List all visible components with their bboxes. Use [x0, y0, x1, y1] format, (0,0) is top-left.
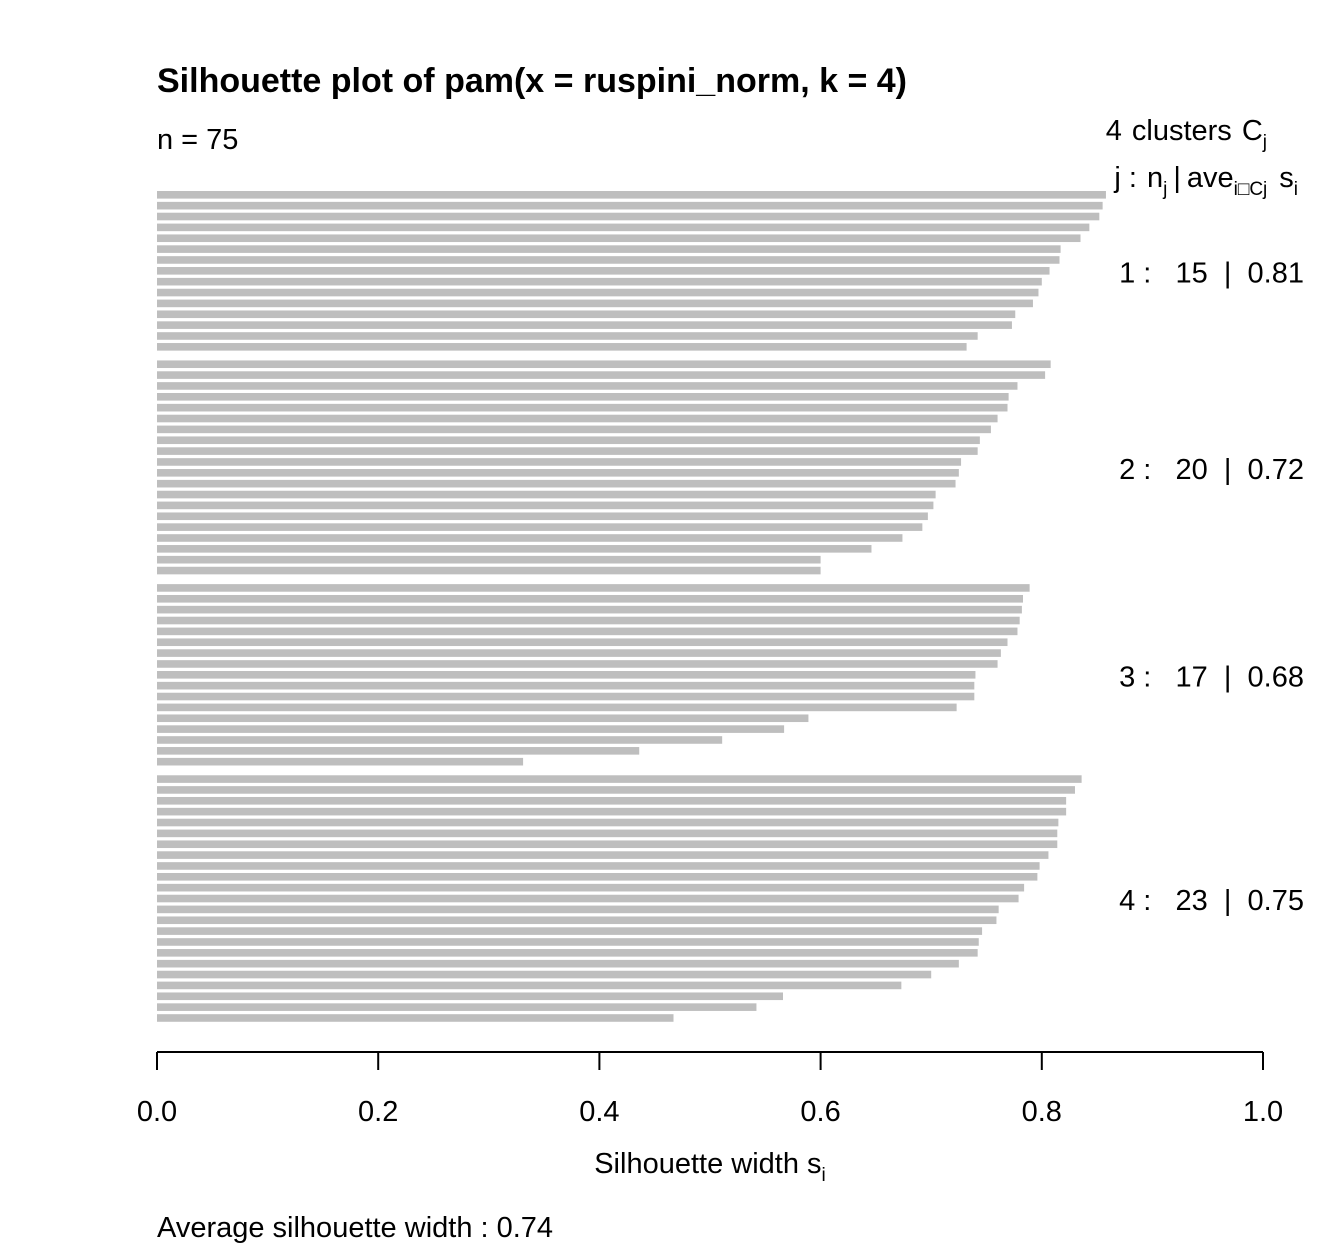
silhouette-bar-c1-4 [157, 223, 1090, 232]
silhouette-bar-c2-2 [157, 371, 1046, 379]
silhouette-bar-c2-14 [157, 501, 934, 510]
silhouette-bar-c4-16 [157, 938, 979, 946]
silhouette-bar-c4-1 [157, 775, 1082, 783]
silhouette-bar-c3-3 [157, 605, 1022, 614]
silhouette-bar-c4-22 [157, 1003, 757, 1011]
silhouette-bar-c3-13 [157, 714, 809, 723]
average-silhouette-label: Average silhouette width : 0.74 [157, 1212, 553, 1244]
silhouette-bar-c4-10 [157, 873, 1038, 881]
n-label: n = 75 [157, 124, 238, 156]
silhouette-bar-c4-12 [157, 894, 1019, 903]
cluster-labels-group: 1 : 15 | 0.81 2 : 20 | 0.72 3 : 17 | 0.68 4… [1119, 257, 1304, 917]
silhouette-bar-c1-1 [157, 191, 1106, 199]
silhouette-bar-c4-2 [157, 786, 1075, 794]
silhouette-bar-c1-10 [157, 288, 1039, 297]
silhouette-bar-c1-9 [157, 277, 1042, 286]
silhouette-bar-c3-7 [157, 649, 1001, 657]
silhouette-bar-c2-13 [157, 490, 936, 499]
silhouette-bar-c1-5 [157, 234, 1081, 243]
silhouette-bar-c3-12 [157, 703, 957, 712]
silhouette-bar-c2-19 [157, 555, 821, 564]
bars-group [157, 191, 1106, 1022]
silhouette-bar-c2-11 [157, 469, 959, 477]
silhouette-bar-c1-15 [157, 343, 967, 351]
silhouette-bar-c1-8 [157, 267, 1050, 275]
silhouette-bar-c1-13 [157, 321, 1012, 329]
silhouette-bar-c3-15 [157, 736, 723, 744]
silhouette-bar-c2-6 [157, 414, 998, 423]
silhouette-bar-c2-1 [157, 360, 1051, 369]
silhouette-bar-c4-7 [157, 840, 1058, 849]
silhouette-bar-c1-14 [157, 332, 978, 340]
silhouette-bar-c3-9 [157, 671, 976, 679]
silhouette-bar-c3-17 [157, 757, 524, 766]
x-tick-label: 0.8 [1022, 1096, 1062, 1128]
silhouette-bar-c2-16 [157, 523, 923, 531]
silhouette-bar-c1-12 [157, 310, 1016, 319]
silhouette-bar-c3-14 [157, 725, 785, 733]
silhouette-bar-c2-12 [157, 479, 956, 488]
silhouette-bar-c2-18 [157, 545, 872, 553]
silhouette-bar-c1-3 [157, 212, 1100, 221]
silhouette-bar-c4-15 [157, 927, 983, 935]
silhouette-bar-c3-2 [157, 594, 1023, 603]
silhouette-bar-c4-4 [157, 807, 1067, 816]
silhouette-bar-c4-14 [157, 916, 997, 925]
silhouette-bar-c4-3 [157, 796, 1067, 805]
silhouette-bar-c1-7 [157, 256, 1060, 264]
silhouette-bar-c3-11 [157, 692, 975, 701]
silhouette-bar-c3-4 [157, 616, 1020, 625]
silhouette-bar-c4-13 [157, 905, 999, 914]
chart-title: Silhouette plot of pam(x = ruspini_norm,… [157, 62, 907, 100]
silhouette-bar-c4-9 [157, 862, 1040, 870]
cluster-label-2: 2 : 20 | 0.72 [1119, 454, 1304, 486]
silhouette-bar-c2-8 [157, 436, 980, 445]
silhouette-bar-c3-1 [157, 584, 1030, 592]
silhouette-bar-c4-11 [157, 883, 1025, 892]
silhouette-bar-c4-19 [157, 970, 932, 979]
silhouette-bar-c4-8 [157, 851, 1049, 859]
x-tick-label: 0.4 [579, 1096, 619, 1128]
silhouette-bar-c3-16 [157, 747, 640, 755]
cluster-label-1: 1 : 15 | 0.81 [1119, 257, 1304, 289]
x-tick-label: 0.6 [800, 1096, 840, 1128]
header-columns: j : nj | avei□Cj si [1113, 162, 1298, 200]
silhouette-bar-c4-23 [157, 1014, 674, 1022]
silhouette-bar-c2-20 [157, 566, 821, 575]
silhouette-bar-c2-17 [157, 534, 903, 542]
silhouette-bar-c4-20 [157, 981, 902, 990]
header-clusters: 4 clusters Cj [1106, 115, 1267, 153]
x-axis: 0.0 0.2 0.4 0.6 0.8 1.0 [137, 1051, 1283, 1128]
x-axis-label: Silhouette width si [594, 1148, 826, 1186]
silhouette-bar-c2-15 [157, 512, 928, 521]
x-tick-label: 0.2 [358, 1096, 398, 1128]
silhouette-bar-c4-5 [157, 818, 1059, 827]
silhouette-bar-c1-6 [157, 245, 1061, 253]
silhouette-bar-c3-8 [157, 660, 998, 668]
silhouette-bar-c3-5 [157, 627, 1018, 636]
x-tick-label: 0.0 [137, 1096, 177, 1128]
silhouette-bar-c4-17 [157, 949, 978, 957]
x-tick-label: 1.0 [1243, 1096, 1283, 1128]
silhouette-bar-c2-7 [157, 425, 991, 434]
silhouette-bar-c1-11 [157, 299, 1033, 308]
silhouette-bar-c4-18 [157, 959, 959, 968]
cluster-label-3: 3 : 17 | 0.68 [1119, 661, 1304, 693]
silhouette-bar-c2-3 [157, 382, 1018, 390]
silhouette-bar-c2-9 [157, 447, 978, 455]
cluster-label-4: 4 : 23 | 0.75 [1119, 885, 1304, 917]
silhouette-bar-c1-2 [157, 201, 1103, 210]
silhouette-bar-c3-6 [157, 638, 1008, 647]
silhouette-bar-c2-10 [157, 458, 962, 466]
silhouette-bar-c4-21 [157, 992, 783, 1001]
silhouette-bar-c4-6 [157, 829, 1058, 838]
silhouette-bar-c2-5 [157, 403, 1008, 412]
silhouette-bar-c2-4 [157, 393, 1009, 401]
silhouette-bar-c3-10 [157, 681, 975, 690]
